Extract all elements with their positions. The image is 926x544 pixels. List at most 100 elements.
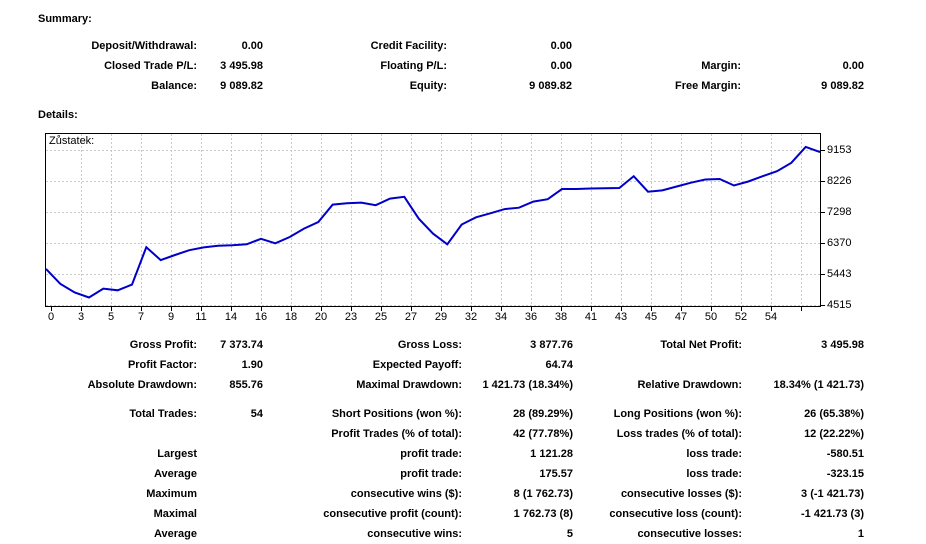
stat-label: profit trade: — [400, 448, 462, 460]
stat-label: Free Margin: — [674, 80, 741, 92]
x-axis-tick-label: 29 — [434, 311, 448, 323]
stat-label: Total Net Profit: — [660, 339, 742, 351]
stat-label: Margin: — [701, 60, 741, 72]
chart-series-label: Zůstatek: — [49, 135, 95, 147]
balance-line — [45, 145, 821, 299]
stat-label: Largest — [157, 448, 197, 460]
stat-label: Floating P/L: — [380, 60, 447, 72]
stat-value: -323.15 — [826, 468, 864, 480]
stat-label: Total Trades: — [129, 408, 197, 420]
y-axis-tick-label: 8226 — [827, 175, 852, 187]
stat-label — [573, 355, 742, 375]
stat-value: -1 421.73 (3) — [801, 508, 864, 520]
stat-label: Loss trades (% of total): — [616, 428, 742, 440]
table-row: Profit Trades (% of total): 42 (77.78%) Lo… — [0, 424, 864, 444]
table-row: Closed Trade P/L: 3 495.98 Floating P/L: 0.… — [0, 56, 864, 76]
stat-value: 8 (1 762.73) — [513, 488, 573, 500]
y-axis-tick-label: 5443 — [827, 268, 852, 280]
stat-value: 9 089.82 — [529, 80, 572, 92]
stat-value: 3 (-1 421.73) — [801, 488, 864, 500]
x-axis-tick-label: 3 — [77, 311, 85, 323]
table-row: Profit Factor: 1.90 Expected Payoff: 64.74 — [0, 355, 864, 375]
stat-value: 12 (22.22%) — [804, 428, 864, 440]
stat-value: 28 (89.29%) — [513, 408, 573, 420]
y-axis-tick-label: 9153 — [827, 144, 852, 156]
stat-value: 54 — [250, 408, 263, 420]
table-row: Average consecutive wins: 5 consecutive los… — [0, 524, 864, 544]
y-axis-tick-label: 6370 — [827, 237, 852, 249]
stat-value: 1 121.28 — [530, 448, 573, 460]
stat-value: 3 877.76 — [530, 339, 573, 351]
stat-value: 0.00 — [241, 40, 263, 52]
stat-value: 64.74 — [545, 359, 573, 371]
stat-label: Closed Trade P/L: — [104, 60, 197, 72]
stat-value: 3 495.98 — [220, 60, 263, 72]
stat-label: consecutive profit (count): — [323, 508, 462, 520]
table-row: Deposit/Withdrawal: 0.00 Credit Facility: 0… — [0, 36, 864, 56]
stat-label: Relative Drawdown: — [637, 379, 742, 391]
stat-label: Long Positions (won %): — [613, 408, 742, 420]
stat-label: consecutive wins: — [367, 528, 462, 540]
x-axis-tick-label: 7 — [137, 311, 145, 323]
stat-label: Credit Facility: — [370, 40, 447, 52]
stat-value — [197, 504, 263, 524]
stat-value: 855.76 — [229, 379, 263, 391]
x-axis-tick-label: 45 — [644, 311, 658, 323]
stat-value: 1 — [857, 528, 864, 540]
x-axis-tick-label: 20 — [314, 311, 328, 323]
stat-label: Maximal — [153, 508, 197, 520]
stat-value: 7 373.74 — [220, 339, 263, 351]
stat-label: profit trade: — [400, 468, 462, 480]
details-section-title: Details: — [38, 109, 78, 121]
stat-value: 9 089.82 — [821, 80, 864, 92]
transactions-note: No transactions — [358, 0, 488, 3]
stat-label — [0, 424, 197, 444]
x-axis-tick-label: 54 — [764, 311, 778, 323]
table-row: Largest profit trade: 1 121.28 loss trade: -… — [0, 444, 864, 464]
stat-value: 5 — [566, 528, 573, 540]
stat-label: Average — [153, 468, 197, 480]
summary-table: Deposit/Withdrawal: 0.00 Credit Facility: 0… — [0, 36, 864, 96]
stat-label: consecutive losses ($): — [620, 488, 742, 500]
x-axis-tick-label: 43 — [614, 311, 628, 323]
x-axis-tick-label: 27 — [404, 311, 418, 323]
table-row: Average profit trade: 175.57 loss trade: -32… — [0, 464, 864, 484]
stat-value: 42 (77.78%) — [513, 428, 573, 440]
x-axis-tick-label: 0 — [47, 311, 55, 323]
table-row: Balance: 9 089.82 Equity: 9 089.82 Free Marg… — [0, 76, 864, 96]
stat-label: Balance: — [151, 80, 197, 92]
stat-label: Profit Trades (% of total): — [331, 428, 462, 440]
stat-value: 18.34% (1 421.73) — [773, 379, 864, 391]
stat-label: consecutive loss (count): — [609, 508, 742, 520]
x-axis-tick-label: 47 — [674, 311, 688, 323]
stat-value: 0.00 — [550, 60, 572, 72]
x-axis-tick-label: 34 — [494, 311, 508, 323]
table-row: Maximum consecutive wins ($): 8 (1 762.73)… — [0, 484, 864, 504]
y-axis-tick-label: 7298 — [827, 206, 852, 218]
table-row: Total Trades: 54 Short Positions (won %): 2… — [0, 404, 864, 424]
x-axis-tick-label: 5 — [107, 311, 115, 323]
x-axis-tick-label: 14 — [224, 311, 238, 323]
stat-label: Deposit/Withdrawal: — [91, 40, 197, 52]
stat-value: 0.00 — [842, 60, 864, 72]
x-axis-tick-label: 52 — [734, 311, 748, 323]
stat-value — [197, 484, 263, 504]
stat-label: Profit Factor: — [127, 359, 197, 371]
stat-value — [197, 444, 263, 464]
stat-label: Short Positions (won %): — [331, 408, 462, 420]
stat-label: Maximum — [146, 488, 197, 500]
stat-value — [741, 36, 864, 56]
summary-section-title: Summary: — [38, 13, 92, 25]
stat-value: 9 089.82 — [220, 80, 263, 92]
statistics-table-profit: Gross Profit: 7 373.74 Gross Loss: 3 877.76… — [0, 335, 864, 395]
stat-value: 0.00 — [550, 40, 572, 52]
stat-label: Gross Loss: — [397, 339, 462, 351]
balance-chart: Zůstatek: — [45, 133, 827, 317]
statistics-table-trades: Total Trades: 54 Short Positions (won %): 2… — [0, 404, 864, 544]
stat-label — [572, 36, 741, 56]
x-axis-tick-label: 18 — [284, 311, 298, 323]
stat-value — [197, 524, 263, 544]
stat-label: Gross Profit: — [129, 339, 197, 351]
stat-label: loss trade: — [686, 448, 742, 460]
table-row: Absolute Drawdown: 855.76 Maximal Drawdown… — [0, 375, 864, 395]
